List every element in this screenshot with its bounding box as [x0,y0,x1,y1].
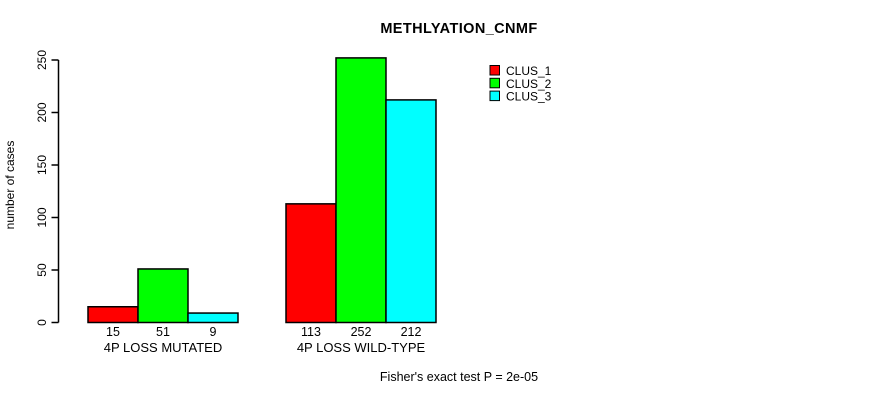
bar-value-label: 252 [351,325,372,339]
bar-clus_3-group2 [385,99,437,324]
bar-value-label: 212 [401,325,422,339]
y-tick-label: 250 [35,50,49,70]
bar-clus_2-group1 [137,268,189,324]
legend-swatch-clus_2 [489,77,500,89]
category-label: 4P LOSS MUTATED [104,340,222,355]
bar-clus_2-group2 [335,57,387,324]
legend-label-clus_2: CLUS_2 [506,77,552,91]
y-tick-label: 100 [35,207,49,227]
y-tick-label: 150 [35,155,49,175]
y-axis: 0 50 100 150 200 250 [35,50,60,326]
bar-clus_1-group1 [87,306,139,324]
y-tick-label: 50 [35,263,49,277]
bar-clus_1-group2 [285,203,337,324]
bar-value-label: 113 [301,325,321,339]
category-label: 4P LOSS WILD-TYPE [297,340,426,355]
bar-value-label: 51 [156,325,170,339]
legend-swatch-clus_1 [489,65,500,76]
legend-label-clus_3: CLUS_3 [506,90,552,104]
y-tick-label: 200 [35,102,49,122]
bar-value-label: 15 [106,325,120,339]
y-tick-label: 0 [35,319,49,326]
legend-label-clus_1: CLUS_1 [506,64,552,78]
legend-swatch-clus_3 [489,90,500,102]
chart-title: METHLYATION_CNMF [380,21,537,37]
bar-value-label: 9 [210,325,217,339]
annotation-text: Fisher's exact test P = 2e-05 [380,370,538,384]
y-axis-label: number of cases [3,141,17,230]
bar-clus_3-group1 [187,312,239,324]
